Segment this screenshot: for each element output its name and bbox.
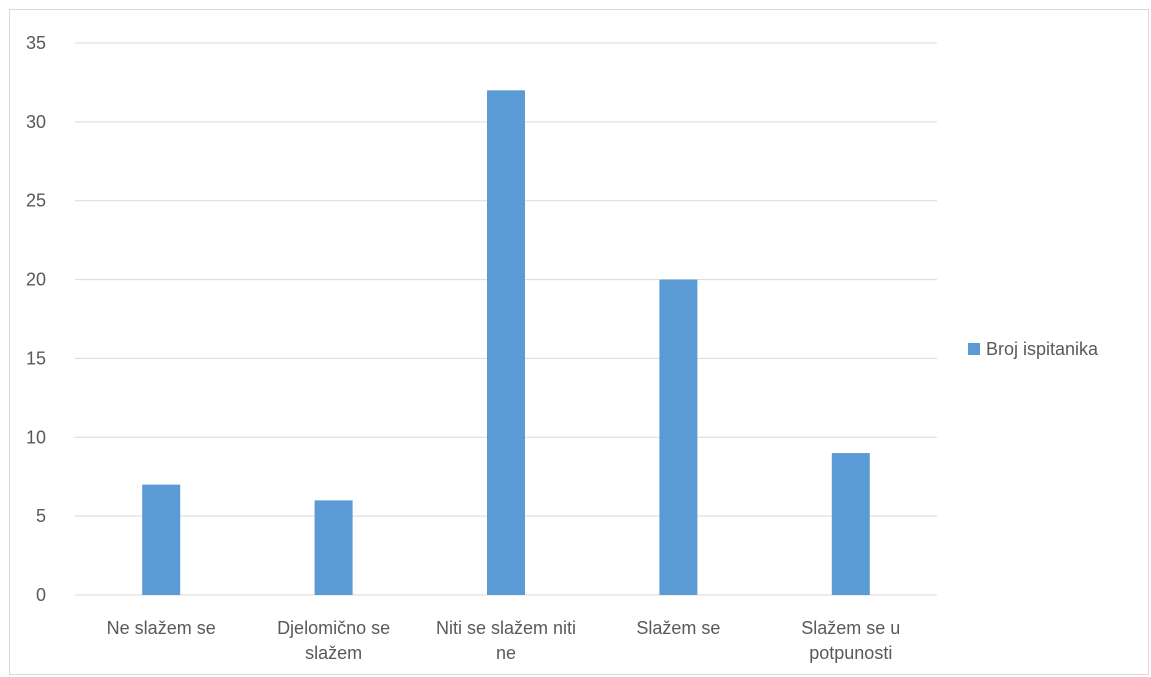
bars [142, 90, 870, 596]
y-tick-label: 5 [36, 506, 46, 526]
y-tick-label: 20 [26, 270, 46, 290]
legend-swatch-broj-ispitanika [968, 343, 980, 355]
y-tick-label: 25 [26, 191, 46, 211]
x-category-label: Slažem se [636, 618, 720, 638]
chart-frame [9, 9, 1149, 675]
y-tick-label: 10 [26, 427, 46, 447]
x-category-label: Slažem se u potpunosti [801, 618, 900, 663]
bar [831, 453, 870, 595]
y-tick-label: 30 [26, 112, 46, 132]
x-category-label: Niti se slažem niti ne [436, 618, 576, 663]
y-tick-label: 15 [26, 348, 46, 368]
legend-label-broj-ispitanika: Broj ispitanika [986, 339, 1099, 359]
x-category-label: Ne slažem se [107, 618, 216, 638]
y-tick-label: 35 [26, 33, 46, 53]
bar [659, 279, 698, 595]
bar [314, 500, 353, 595]
x-category-label: Djelomično se slažem [277, 618, 390, 663]
bar [487, 90, 525, 596]
y-tick-label: 0 [36, 585, 46, 605]
y-axis-tick-labels: 0 5 10 15 20 25 30 35 [26, 33, 46, 605]
bar [142, 484, 181, 595]
legend: Broj ispitanika [968, 339, 1099, 359]
x-axis-category-labels: Ne slažem se Djelomično se slažem Niti se s… [107, 618, 901, 663]
